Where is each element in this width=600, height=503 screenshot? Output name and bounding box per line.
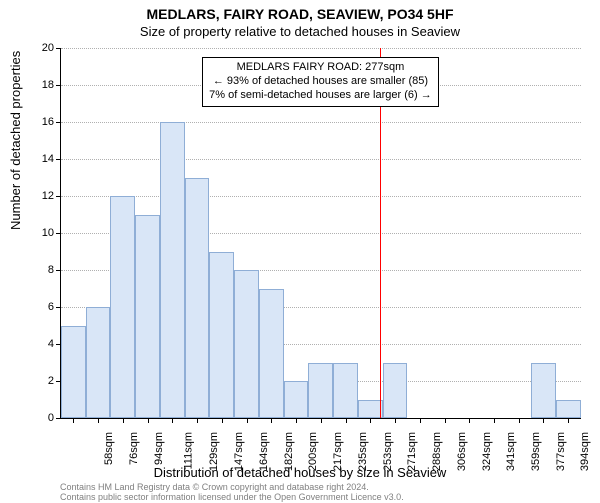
x-tick-label: 76sqm: [128, 432, 140, 465]
x-tick-mark: [271, 418, 272, 423]
y-tick-label: 16: [14, 116, 54, 128]
plot-area: MEDLARS FAIRY ROAD: 277sqm← 93% of detac…: [60, 48, 581, 419]
y-tick-mark: [56, 270, 61, 271]
histogram-bar: [135, 215, 160, 419]
x-tick-mark: [519, 418, 520, 423]
x-tick-label: 359sqm: [530, 432, 542, 471]
gridline: [61, 48, 581, 49]
histogram-bar: [333, 363, 358, 419]
x-tick-mark: [73, 418, 74, 423]
x-tick-mark: [247, 418, 248, 423]
histogram-bar: [185, 178, 210, 419]
x-tick-mark: [469, 418, 470, 423]
annotation-line: 7% of semi-detached houses are larger (6…: [209, 89, 432, 103]
histogram-bar: [383, 363, 408, 419]
x-tick-mark: [98, 418, 99, 423]
annotation-line: MEDLARS FAIRY ROAD: 277sqm: [209, 61, 432, 75]
chart-subtitle: Size of property relative to detached ho…: [0, 24, 600, 39]
gridline: [61, 159, 581, 160]
x-tick-label: 94sqm: [153, 432, 165, 465]
y-tick-mark: [56, 418, 61, 419]
x-tick-label: 58sqm: [103, 432, 115, 465]
x-tick-label: 129sqm: [208, 432, 220, 471]
chart-title: MEDLARS, FAIRY ROAD, SEAVIEW, PO34 5HF: [0, 6, 600, 22]
y-tick-label: 4: [14, 338, 54, 350]
histogram-bar: [284, 381, 309, 418]
x-tick-mark: [370, 418, 371, 423]
y-tick-mark: [56, 307, 61, 308]
y-tick-mark: [56, 48, 61, 49]
x-tick-label: 235sqm: [357, 432, 369, 471]
y-tick-mark: [56, 85, 61, 86]
x-tick-mark: [197, 418, 198, 423]
gridline: [61, 122, 581, 123]
chart-container: MEDLARS, FAIRY ROAD, SEAVIEW, PO34 5HF S…: [0, 0, 600, 500]
x-tick-mark: [222, 418, 223, 423]
histogram-bar: [61, 326, 86, 419]
histogram-bar: [234, 270, 259, 418]
y-tick-label: 20: [14, 42, 54, 54]
x-tick-mark: [148, 418, 149, 423]
x-tick-label: 111sqm: [182, 432, 194, 470]
x-tick-mark: [296, 418, 297, 423]
x-tick-label: 377sqm: [555, 432, 567, 471]
y-tick-label: 10: [14, 227, 54, 239]
x-tick-mark: [494, 418, 495, 423]
histogram-bar: [259, 289, 284, 419]
x-tick-mark: [346, 418, 347, 423]
x-tick-mark: [123, 418, 124, 423]
x-tick-label: 341sqm: [505, 432, 517, 471]
gridline: [61, 196, 581, 197]
x-tick-label: 324sqm: [481, 432, 493, 471]
y-tick-label: 0: [14, 412, 54, 424]
annotation-line: ← 93% of detached houses are smaller (85…: [209, 75, 432, 89]
y-axis-label: Number of detached properties: [8, 51, 23, 230]
y-tick-mark: [56, 196, 61, 197]
y-tick-label: 8: [14, 264, 54, 276]
annotation-box: MEDLARS FAIRY ROAD: 277sqm← 93% of detac…: [202, 57, 439, 106]
histogram-bar: [86, 307, 111, 418]
y-tick-mark: [56, 122, 61, 123]
y-tick-label: 6: [14, 301, 54, 313]
histogram-bar: [160, 122, 185, 418]
x-tick-label: 253sqm: [382, 432, 394, 471]
x-tick-label: 200sqm: [307, 432, 319, 471]
y-tick-mark: [56, 159, 61, 160]
x-tick-label: 164sqm: [258, 432, 270, 471]
x-tick-label: 394sqm: [580, 432, 592, 471]
x-tick-mark: [321, 418, 322, 423]
x-tick-mark: [445, 418, 446, 423]
x-tick-label: 271sqm: [406, 432, 418, 471]
x-tick-label: 306sqm: [456, 432, 468, 471]
x-tick-mark: [568, 418, 569, 423]
x-tick-mark: [395, 418, 396, 423]
y-tick-mark: [56, 233, 61, 234]
x-tick-label: 147sqm: [233, 432, 245, 471]
y-tick-label: 18: [14, 79, 54, 91]
y-tick-label: 14: [14, 153, 54, 165]
x-tick-label: 182sqm: [283, 432, 295, 471]
histogram-bar: [556, 400, 581, 419]
histogram-bar: [209, 252, 234, 419]
histogram-bar: [531, 363, 556, 419]
x-tick-label: 217sqm: [332, 432, 344, 471]
histogram-bar: [308, 363, 333, 419]
histogram-bar: [110, 196, 135, 418]
x-tick-mark: [420, 418, 421, 423]
x-tick-mark: [172, 418, 173, 423]
x-tick-label: 288sqm: [431, 432, 443, 471]
y-tick-label: 12: [14, 190, 54, 202]
y-tick-label: 2: [14, 375, 54, 387]
x-tick-mark: [543, 418, 544, 423]
